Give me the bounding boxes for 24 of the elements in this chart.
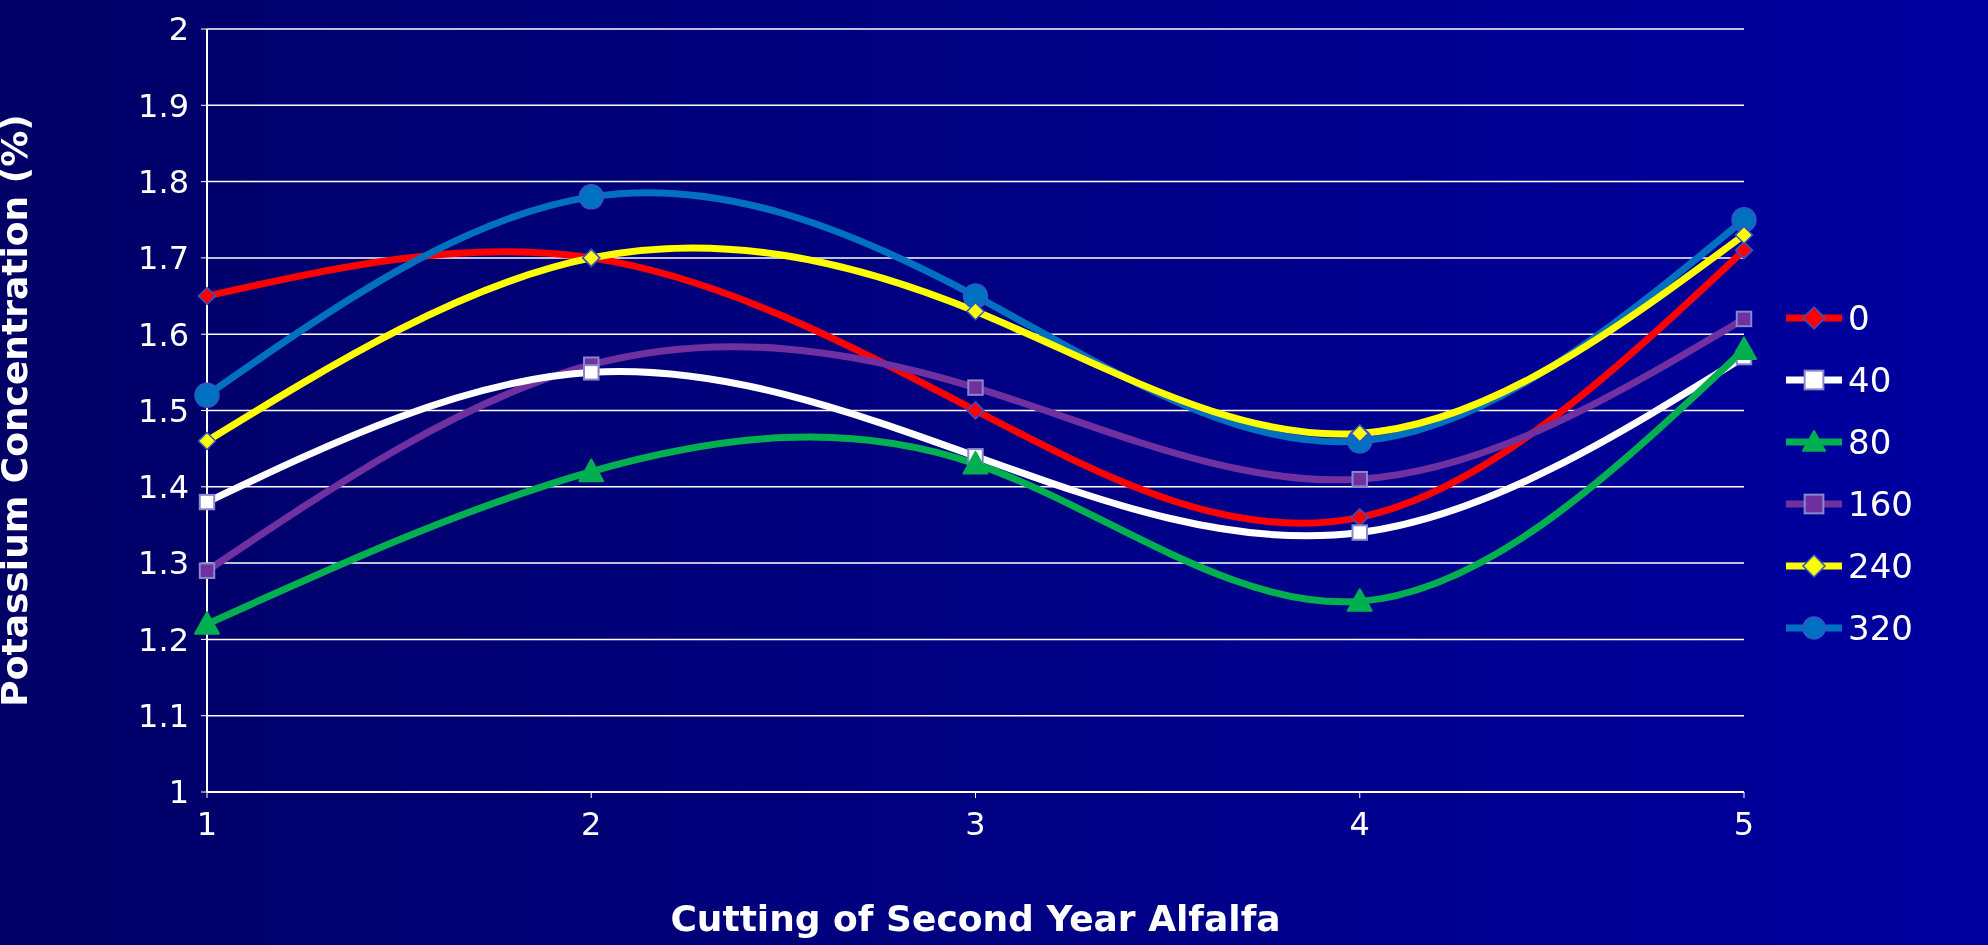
y-tick-label: 1.7 [138,239,189,278]
y-tick-label: 1.2 [138,620,189,659]
legend-label: 0 [1848,297,1870,338]
x-tick-label: 1 [196,804,218,843]
x-tick-label: 2 [581,804,602,843]
y-axis-title: Potassium Concentration (%) [0,114,35,707]
legend-label: 320 [1848,607,1913,648]
x-tick-label: 5 [1733,804,1755,843]
y-tick-label: 1.3 [138,544,189,583]
y-tick-label: 1.4 [138,468,189,507]
legend-label: 80 [1848,421,1892,462]
y-tick-label: 1 [168,773,189,812]
legend-label: 240 [1848,545,1913,586]
y-tick-label: 1.5 [138,391,189,430]
legend-label: 160 [1848,483,1913,524]
x-axis-title: Cutting of Second Year Alfalfa [670,898,1281,939]
x-tick-label: 4 [1349,804,1370,843]
y-tick-label: 2 [168,10,189,49]
y-tick-label: 1.9 [138,86,189,125]
x-tick-label: 3 [965,804,986,843]
y-tick-label: 1.1 [138,697,189,736]
legend-label: 40 [1848,359,1892,400]
y-tick-label: 1.8 [138,162,189,201]
y-tick-label: 1.6 [138,315,189,354]
